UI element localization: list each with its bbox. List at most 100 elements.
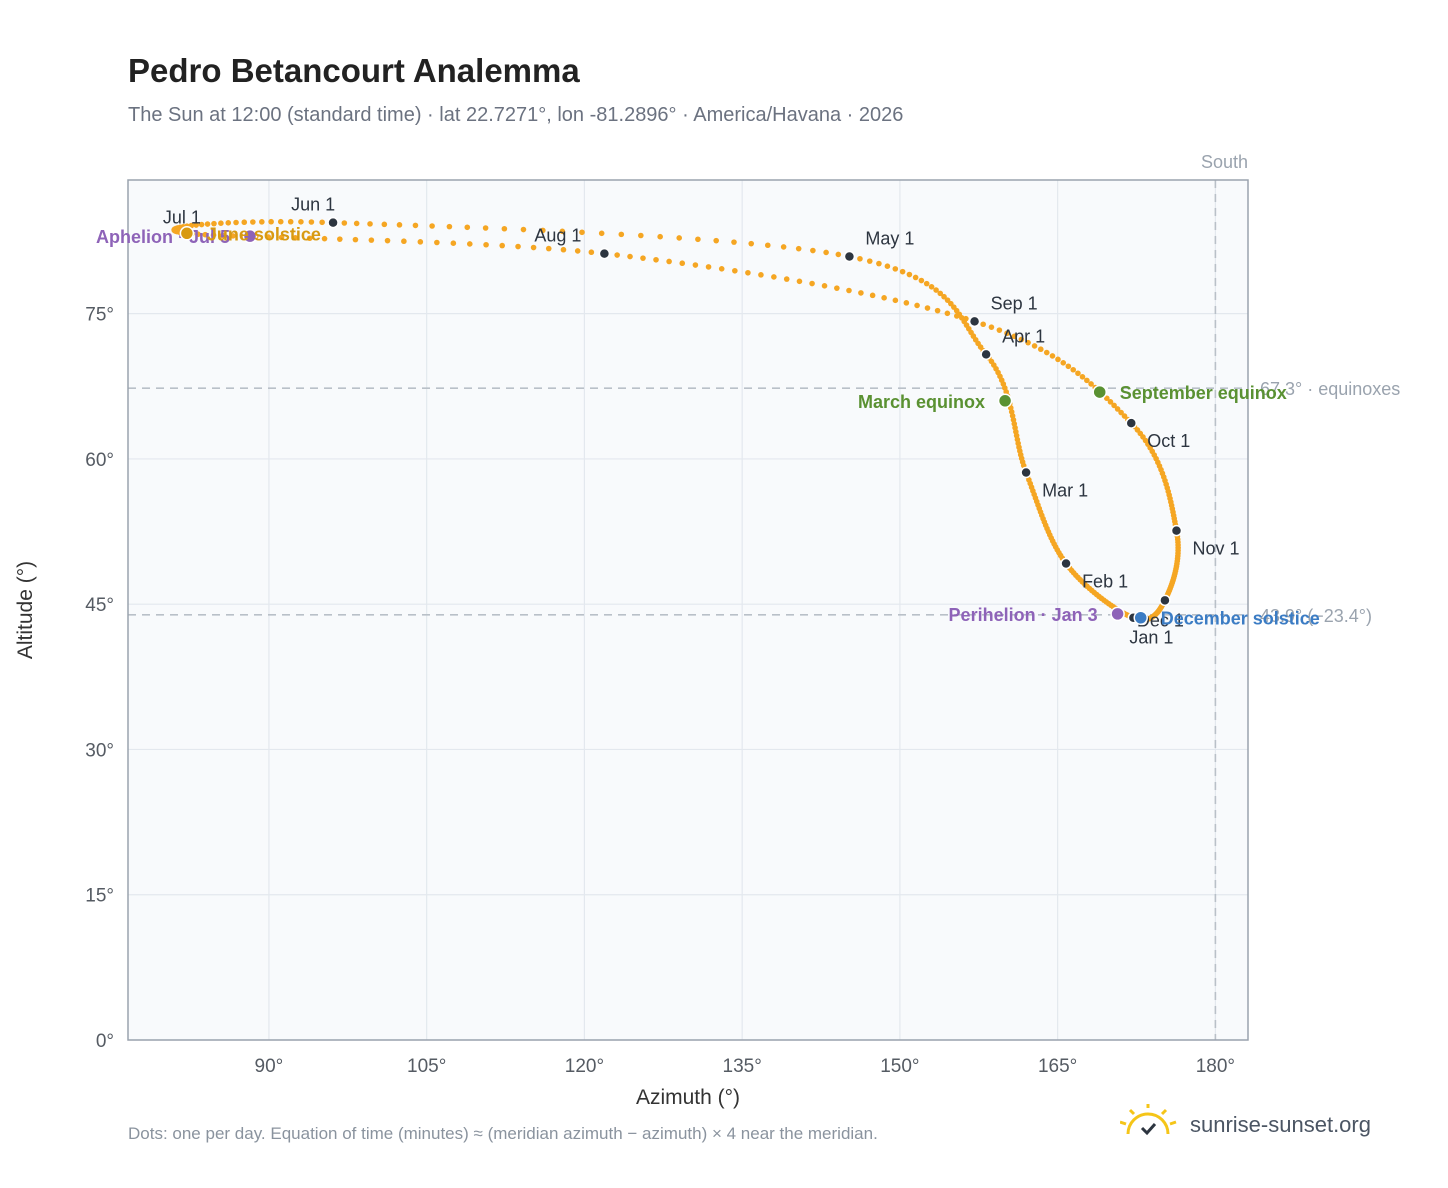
daily-sun-dot bbox=[1011, 333, 1018, 340]
daily-sun-dot bbox=[287, 218, 294, 225]
daily-sun-dot bbox=[1107, 399, 1114, 405]
daily-sun-dot bbox=[732, 267, 738, 274]
altitude-reference-label: 67.3° · equinoxes bbox=[1260, 379, 1400, 399]
x-tick-label: 90° bbox=[255, 1056, 284, 1077]
plot-frame bbox=[127, 179, 1249, 1041]
daily-sun-dot bbox=[401, 238, 407, 245]
month-marker bbox=[327, 216, 339, 229]
daily-sun-dot bbox=[464, 224, 471, 231]
daily-sun-dot bbox=[1084, 377, 1090, 384]
daily-sun-dot bbox=[381, 221, 388, 228]
daily-sun-dot bbox=[679, 260, 686, 267]
event-marker bbox=[179, 226, 195, 241]
month-marker bbox=[1060, 557, 1072, 570]
daily-sun-dot bbox=[198, 221, 205, 228]
daily-sun-dot bbox=[1121, 413, 1128, 419]
daily-sun-dot bbox=[396, 222, 403, 228]
daily-sun-dot bbox=[906, 271, 913, 278]
daily-sun-dot bbox=[666, 258, 672, 265]
month-label: May 1 bbox=[865, 229, 914, 249]
daily-sun-dot bbox=[1060, 359, 1067, 366]
daily-sun-dot bbox=[195, 231, 201, 238]
event-marker bbox=[242, 228, 258, 244]
brand-logo[interactable]: sunrise-sunset.org bbox=[1120, 1100, 1390, 1150]
daily-sun-dot bbox=[434, 239, 440, 246]
daily-sun-dot bbox=[810, 247, 816, 254]
meridian-label: South bbox=[1201, 152, 1248, 172]
daily-sun-dot bbox=[866, 258, 873, 264]
month-label: Oct 1 bbox=[1147, 431, 1190, 451]
event-label: Aphelion · Jul 5 bbox=[96, 227, 230, 247]
daily-sun-dot bbox=[963, 315, 969, 322]
altitude-reference-label: 43.9° (−23.4°) bbox=[1260, 606, 1372, 626]
daily-sun-dot bbox=[758, 272, 764, 278]
daily-sun-dot bbox=[337, 236, 343, 242]
chart-subtitle: The Sun at 12:00 (standard time) · lat 2… bbox=[128, 104, 904, 126]
x-tick-label: 165° bbox=[1038, 1056, 1077, 1077]
x-tick-label: 150° bbox=[880, 1056, 919, 1077]
daily-sun-dot bbox=[483, 241, 489, 248]
daily-sun-dot bbox=[277, 218, 284, 225]
daily-sun-dot bbox=[705, 264, 712, 270]
daily-sun-dot bbox=[884, 263, 891, 269]
daily-sun-dot bbox=[598, 230, 605, 237]
month-marker bbox=[1170, 524, 1183, 537]
daily-sun-dot bbox=[306, 235, 313, 242]
daily-sun-dot bbox=[499, 242, 505, 249]
daily-sun-dot bbox=[954, 313, 960, 319]
x-tick-label: 120° bbox=[565, 1056, 604, 1077]
daily-sun-dot bbox=[250, 219, 256, 225]
daily-sun-dot bbox=[1104, 395, 1110, 402]
daily-sun-dot bbox=[899, 268, 906, 275]
daily-sun-dot bbox=[924, 305, 931, 311]
daily-sun-dot bbox=[540, 227, 546, 234]
event-marker bbox=[997, 393, 1013, 409]
month-label: Nov 1 bbox=[1192, 539, 1239, 559]
daily-sun-dot bbox=[1114, 406, 1121, 412]
daily-sun-dot bbox=[219, 232, 226, 239]
event-label: December solstice bbox=[1161, 609, 1320, 629]
daily-sun-dot bbox=[233, 219, 239, 226]
daily-sun-dot bbox=[482, 225, 489, 231]
daily-sun-dot bbox=[1055, 356, 1061, 363]
event-marker bbox=[1092, 384, 1107, 400]
x-tick-label: 180° bbox=[1196, 1056, 1235, 1077]
daily-sun-dot bbox=[520, 226, 527, 233]
daily-sun-dot bbox=[352, 236, 359, 243]
daily-sun-dot bbox=[1079, 374, 1086, 380]
month-label: Jul 1 bbox=[163, 207, 201, 227]
daily-sun-dot bbox=[892, 297, 899, 304]
month-label: Jan 1 bbox=[1129, 628, 1173, 648]
daily-sun-dot bbox=[241, 219, 248, 226]
daily-sun-dot bbox=[823, 249, 829, 256]
sun-logo-icon bbox=[1120, 1104, 1177, 1136]
month-marker bbox=[1125, 417, 1138, 429]
daily-sun-dot bbox=[618, 231, 625, 238]
daily-sun-dot bbox=[718, 266, 725, 272]
daily-sun-dot bbox=[783, 276, 790, 282]
daily-sun-dot bbox=[321, 235, 328, 242]
daily-sun-dot bbox=[713, 237, 720, 244]
y-tick-label: 60° bbox=[85, 450, 114, 471]
daily-sun-dot bbox=[1049, 353, 1056, 359]
daily-sun-dot bbox=[809, 280, 815, 287]
daily-sun-dot bbox=[881, 295, 887, 301]
daily-sun-dot bbox=[780, 244, 787, 250]
daily-sun-dot bbox=[1070, 366, 1077, 373]
daily-sun-dot bbox=[292, 235, 299, 241]
daily-sun-dot bbox=[748, 240, 755, 247]
daily-sun-dot bbox=[731, 239, 737, 245]
daily-sun-dot bbox=[466, 241, 473, 247]
month-label: Feb 1 bbox=[1082, 572, 1128, 592]
daily-sun-dot bbox=[858, 290, 864, 296]
daily-sun-dot bbox=[988, 324, 995, 330]
daily-sun-dot bbox=[1043, 349, 1050, 356]
month-label: Apr 1 bbox=[1002, 326, 1045, 346]
axis-ticks: 90° 105° 120° 135° 150° 165° 180° 0° 15° 30° 45° 60… bbox=[85, 305, 1235, 1077]
y-tick-label: 30° bbox=[85, 740, 114, 761]
daily-sun-dot bbox=[869, 292, 876, 299]
daily-sun-dot bbox=[846, 287, 852, 294]
daily-sun-dot bbox=[559, 228, 566, 235]
daily-sun-dot bbox=[857, 255, 863, 262]
daily-sun-dot bbox=[796, 278, 803, 285]
